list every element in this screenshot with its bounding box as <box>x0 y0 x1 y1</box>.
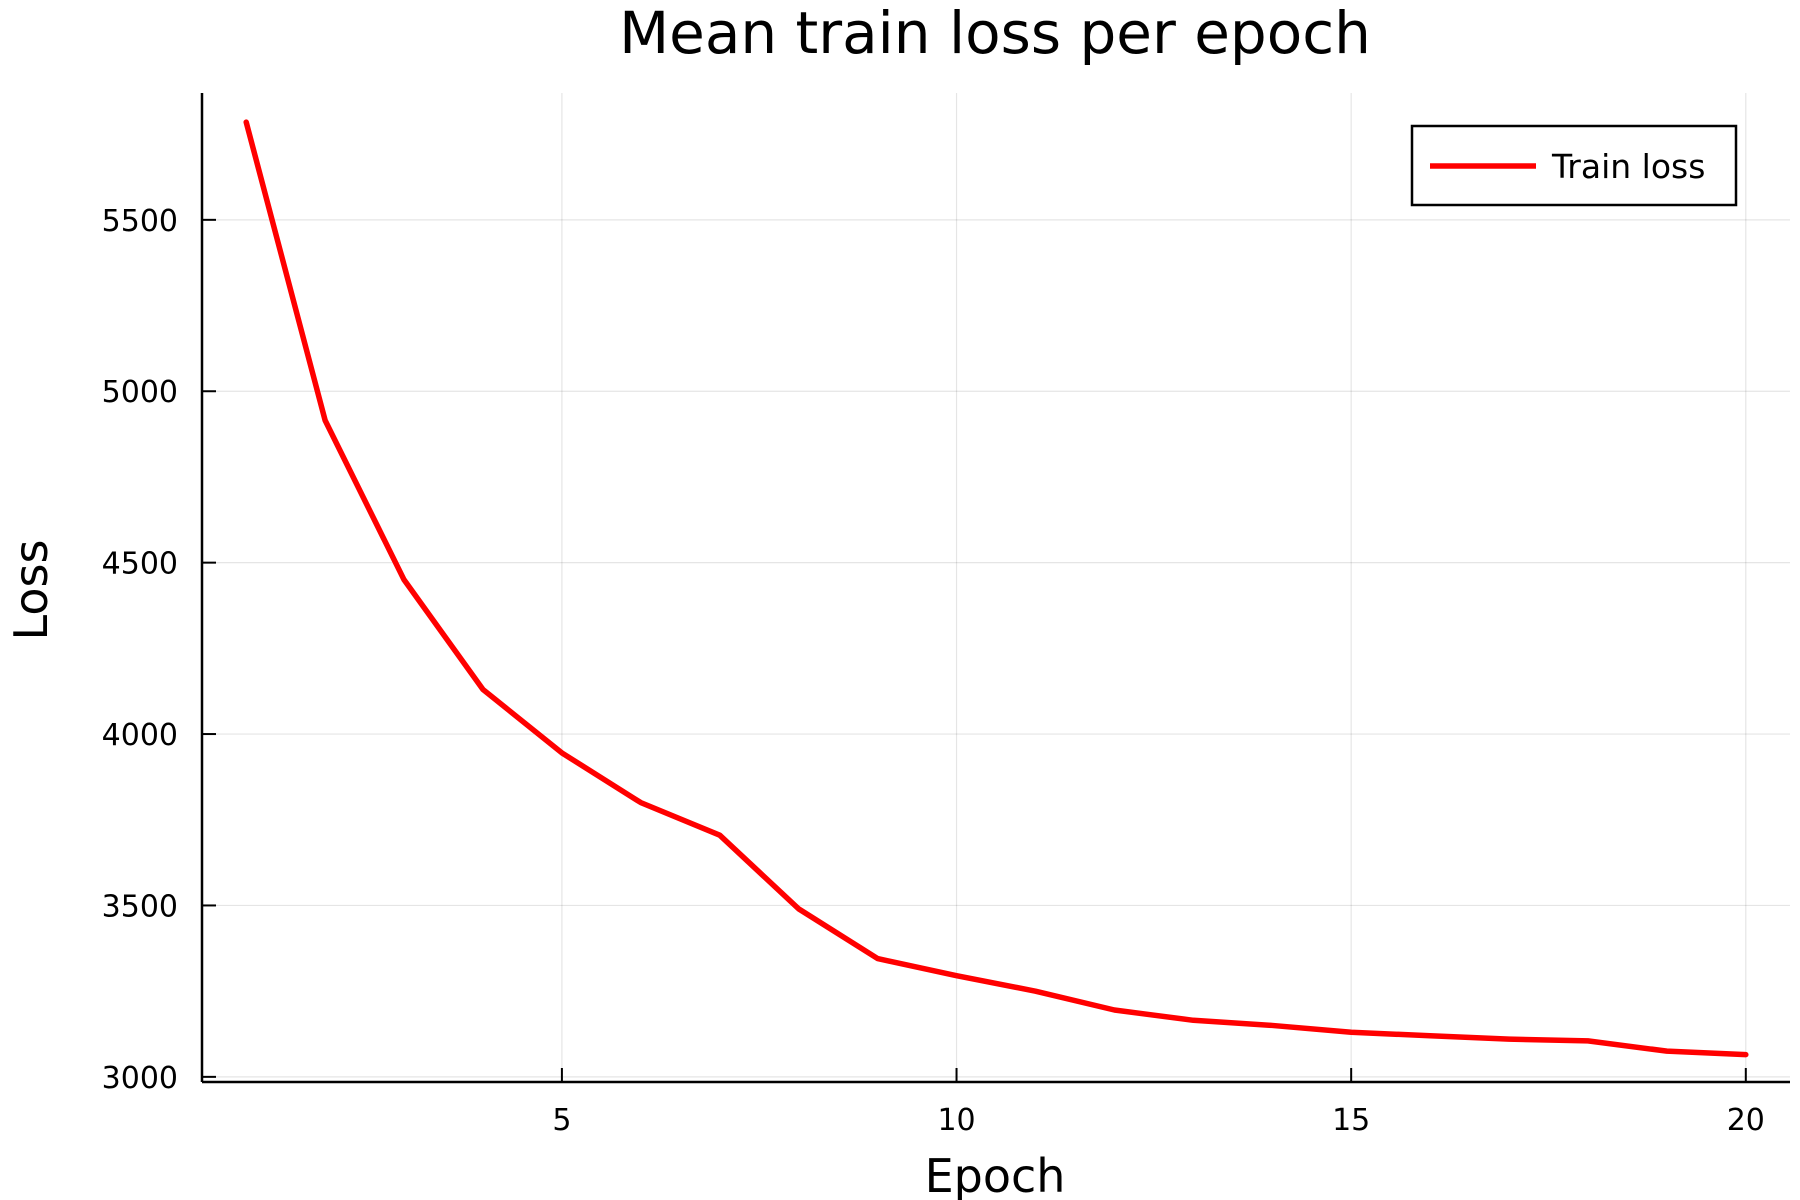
x-tick-label-20: 20 <box>1727 1103 1765 1138</box>
y-tick-label-5000: 5000 <box>102 375 178 410</box>
legend-label-train-loss: Train loss <box>1551 147 1705 186</box>
axis-ticks: 5 10 15 20 3000 3500 4000 4500 5000 5500 <box>102 204 1765 1138</box>
x-axis-title: Epoch <box>925 1149 1066 1200</box>
train-loss-series-line <box>243 119 1749 1058</box>
gridlines <box>202 93 1790 1082</box>
y-tick-label-4500: 4500 <box>102 547 178 582</box>
x-tick-label-10: 10 <box>937 1103 975 1138</box>
x-tick-label-5: 5 <box>552 1103 571 1138</box>
x-tick-label-15: 15 <box>1332 1103 1370 1138</box>
chart-title: Mean train loss per epoch <box>619 0 1371 67</box>
y-tick-label-4000: 4000 <box>102 718 178 753</box>
y-tick-label-3000: 3000 <box>102 1061 178 1096</box>
y-tick-label-5500: 5500 <box>102 204 178 239</box>
legend-box <box>1410 124 1738 207</box>
legend: Train loss <box>1410 124 1738 207</box>
y-axis-title: Loss <box>4 540 58 641</box>
y-tick-label-3500: 3500 <box>102 889 178 924</box>
